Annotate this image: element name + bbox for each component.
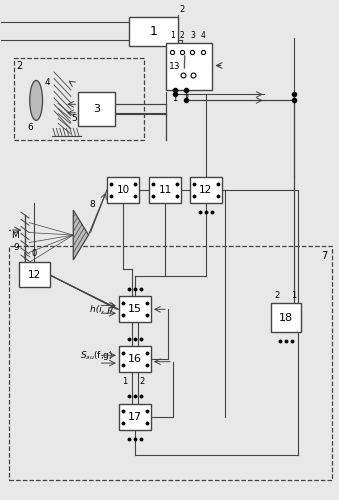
Polygon shape — [73, 210, 88, 260]
Text: 4: 4 — [200, 31, 205, 40]
Bar — [129, 16, 178, 46]
Text: 2: 2 — [140, 377, 145, 386]
Text: $S_{эu}$(f,g): $S_{эu}$(f,g) — [80, 348, 114, 362]
Text: 2: 2 — [180, 5, 185, 14]
Bar — [19, 262, 49, 287]
Text: 0: 0 — [32, 250, 37, 258]
Text: /: / — [180, 55, 189, 71]
Bar — [119, 404, 151, 429]
Text: 15: 15 — [128, 304, 142, 314]
Text: 6: 6 — [27, 123, 33, 132]
Text: 18: 18 — [279, 313, 293, 323]
Text: 1: 1 — [174, 50, 179, 59]
Text: 0: 0 — [19, 280, 24, 289]
Bar — [119, 346, 151, 372]
Text: 2: 2 — [180, 31, 185, 40]
Text: 1: 1 — [149, 24, 157, 38]
Text: 7: 7 — [321, 251, 327, 261]
Text: 11: 11 — [159, 184, 172, 194]
Text: 8: 8 — [89, 200, 95, 209]
Bar — [271, 304, 301, 332]
Text: 5: 5 — [72, 114, 77, 123]
Text: 3: 3 — [94, 104, 100, 115]
Text: 3: 3 — [190, 31, 195, 40]
Text: 10: 10 — [117, 184, 129, 194]
Text: M: M — [11, 230, 19, 239]
Text: 2: 2 — [16, 61, 22, 71]
Text: 1: 1 — [291, 292, 296, 300]
Text: 17: 17 — [128, 412, 142, 422]
Text: 1: 1 — [172, 94, 177, 104]
Bar — [119, 296, 151, 322]
Text: 12: 12 — [199, 184, 213, 194]
Bar — [78, 92, 116, 126]
Text: 2: 2 — [274, 292, 279, 300]
Bar — [9, 246, 332, 480]
Text: 13: 13 — [169, 62, 180, 71]
Bar — [107, 176, 139, 203]
Ellipse shape — [30, 80, 43, 120]
Text: 9: 9 — [13, 243, 19, 252]
Text: 4: 4 — [45, 78, 51, 88]
Text: h(i, j): h(i, j) — [90, 305, 114, 314]
Text: 12: 12 — [28, 270, 41, 280]
Text: 1: 1 — [170, 31, 175, 40]
Text: 2: 2 — [184, 94, 189, 104]
Bar — [190, 176, 222, 203]
Text: 16: 16 — [128, 354, 142, 364]
Bar — [149, 176, 181, 203]
Bar — [166, 43, 212, 90]
Text: 1: 1 — [122, 377, 127, 386]
Bar — [14, 58, 143, 140]
